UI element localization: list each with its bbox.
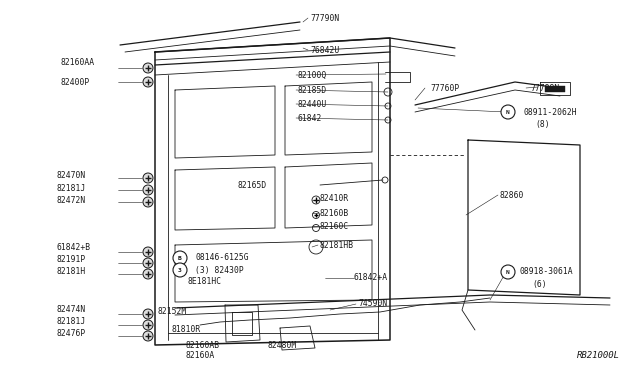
Text: 82181J: 82181J <box>56 317 85 327</box>
Text: 82185D: 82185D <box>298 86 327 94</box>
Text: 8E181HC: 8E181HC <box>188 278 222 286</box>
Text: 76842U: 76842U <box>310 45 339 55</box>
Circle shape <box>501 265 515 279</box>
Text: 82181HB: 82181HB <box>320 241 354 250</box>
Text: 08918-3061A: 08918-3061A <box>520 267 573 276</box>
Circle shape <box>143 185 153 195</box>
Text: N: N <box>506 109 510 115</box>
Text: (6): (6) <box>532 279 547 289</box>
Text: 82160B: 82160B <box>320 208 349 218</box>
Text: 82165D: 82165D <box>238 180 268 189</box>
Text: N: N <box>506 269 510 275</box>
Text: 77788N: 77788N <box>530 83 559 93</box>
Circle shape <box>143 258 153 268</box>
Circle shape <box>143 197 153 207</box>
Text: (8): (8) <box>535 119 550 128</box>
Circle shape <box>143 320 153 330</box>
Circle shape <box>501 105 515 119</box>
Circle shape <box>143 173 153 183</box>
Text: 82181H: 82181H <box>56 267 85 276</box>
Text: 82470N: 82470N <box>56 170 85 180</box>
Text: 82152M: 82152M <box>158 308 188 317</box>
Text: 08146-6125G: 08146-6125G <box>195 253 248 263</box>
Text: 3: 3 <box>178 267 182 273</box>
Circle shape <box>143 269 153 279</box>
Text: 61842: 61842 <box>298 113 323 122</box>
Text: 82181J: 82181J <box>56 183 85 192</box>
Bar <box>545 86 565 92</box>
Text: 61842+B: 61842+B <box>56 244 90 253</box>
Circle shape <box>143 309 153 319</box>
Circle shape <box>143 331 153 341</box>
Text: 74590N: 74590N <box>358 299 387 308</box>
Text: 82860: 82860 <box>500 190 524 199</box>
Text: 82472N: 82472N <box>56 196 85 205</box>
Circle shape <box>143 63 153 73</box>
Text: 82160C: 82160C <box>320 221 349 231</box>
Text: 82410R: 82410R <box>320 193 349 202</box>
Text: 82474N: 82474N <box>56 305 85 314</box>
Circle shape <box>173 251 187 265</box>
Text: 77760P: 77760P <box>430 83 460 93</box>
Text: 82480M: 82480M <box>268 341 297 350</box>
Text: 08911-2062H: 08911-2062H <box>524 108 578 116</box>
Text: 82100Q: 82100Q <box>298 71 327 80</box>
Text: 61842+A: 61842+A <box>354 273 388 282</box>
Text: 82440U: 82440U <box>298 99 327 109</box>
Text: 82160A: 82160A <box>185 352 214 360</box>
Circle shape <box>143 77 153 87</box>
Text: 82191P: 82191P <box>56 256 85 264</box>
Circle shape <box>173 263 187 277</box>
Text: RB21000L: RB21000L <box>577 351 620 360</box>
Text: 82400P: 82400P <box>60 77 89 87</box>
Text: 82160AB: 82160AB <box>185 341 219 350</box>
Text: 82160AA: 82160AA <box>60 58 94 67</box>
Text: (3) 82430P: (3) 82430P <box>195 266 244 275</box>
Circle shape <box>143 247 153 257</box>
Text: 81810R: 81810R <box>172 326 201 334</box>
Text: 82476P: 82476P <box>56 330 85 339</box>
Text: B: B <box>178 256 182 260</box>
Text: 77790N: 77790N <box>310 13 339 22</box>
